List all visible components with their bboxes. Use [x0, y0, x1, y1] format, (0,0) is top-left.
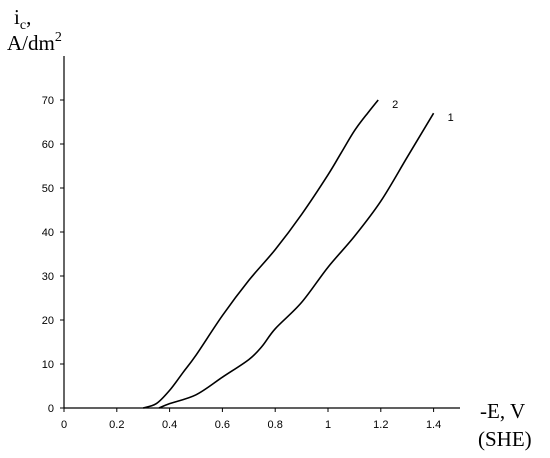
- y-ticks: 0 10 20 30 40 50 60 70: [42, 95, 64, 415]
- y-tick-label: 30: [42, 271, 54, 283]
- y-tick-label: 40: [42, 227, 54, 239]
- x-axis-label: -E, V (SHE): [478, 399, 532, 451]
- x-tick-label: 1.4: [426, 419, 441, 431]
- y-tick-label: 60: [42, 139, 54, 151]
- y-tick-label: 70: [42, 95, 54, 107]
- y-tick-label: 0: [48, 403, 54, 415]
- x-ticks: 0 0.2 0.4 0.6 0.8 1 1.2 1.4: [61, 408, 441, 431]
- series-line-1: [158, 112, 435, 409]
- x-tick-label: 0: [61, 419, 67, 431]
- xlabel-line1: -E, V: [480, 399, 525, 423]
- ylabel-line1: i: [14, 5, 20, 29]
- series-line-2: [142, 99, 379, 409]
- x-tick-label: 0.2: [109, 419, 124, 431]
- svg-text:A/dm2: A/dm2: [7, 30, 62, 55]
- x-tick-label: 1: [325, 419, 331, 431]
- series-label-2: 2: [392, 99, 398, 111]
- ylabel-line2: A/dm: [7, 31, 55, 55]
- x-tick-label: 0.6: [215, 419, 230, 431]
- series-label-1: 1: [448, 112, 454, 124]
- ylabel-comma: ,: [26, 5, 31, 29]
- x-tick-label: 1.2: [373, 419, 388, 431]
- y-axis-label: ic, A/dm2: [7, 5, 62, 55]
- x-tick-label: 0.8: [268, 419, 283, 431]
- ylabel-superscript: 2: [55, 30, 62, 45]
- ylabel-subscript: c: [20, 18, 26, 33]
- series-group: 21: [142, 99, 454, 409]
- y-tick-label: 10: [42, 359, 54, 371]
- x-tick-label: 0.4: [162, 419, 177, 431]
- svg-text:ic,: ic,: [14, 5, 31, 33]
- y-tick-label: 20: [42, 315, 54, 327]
- axes: [63, 56, 460, 409]
- y-tick-label: 50: [42, 183, 54, 195]
- xlabel-line2: (SHE): [478, 427, 532, 451]
